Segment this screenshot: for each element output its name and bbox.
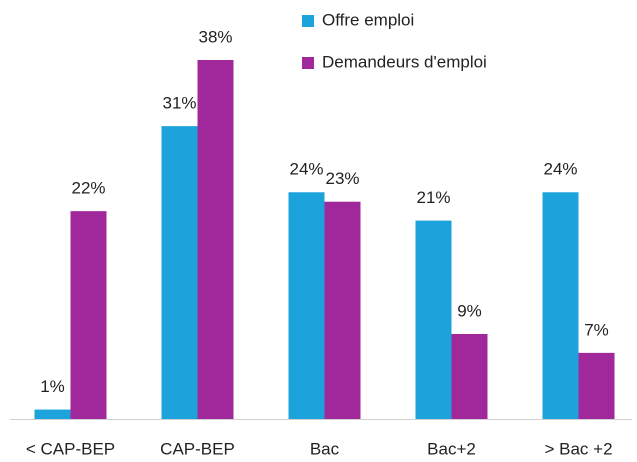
- data-label: 38%: [198, 27, 232, 46]
- data-label: 24%: [543, 160, 577, 179]
- bar: [288, 192, 325, 419]
- legend-swatch: [302, 57, 314, 69]
- bar: [161, 126, 198, 419]
- x-tick-label: < CAP-BEP: [26, 439, 115, 458]
- data-label: 24%: [289, 160, 323, 179]
- x-tick-label: Bac+2: [427, 439, 476, 458]
- bar: [197, 60, 234, 419]
- data-label: 23%: [325, 169, 359, 188]
- bar: [324, 201, 361, 419]
- legend-swatch: [302, 15, 314, 27]
- data-label: 22%: [71, 179, 105, 198]
- data-label: 31%: [162, 94, 196, 113]
- bar: [542, 192, 579, 419]
- x-tick-label: Bac: [310, 439, 340, 458]
- data-label: 1%: [40, 377, 65, 396]
- data-label: 9%: [457, 301, 482, 320]
- bar: [70, 211, 107, 419]
- bar: [451, 333, 488, 419]
- x-tick-label: > Bac +2: [544, 439, 612, 458]
- legend-label: Demandeurs d'emploi: [322, 52, 487, 71]
- data-label: 7%: [584, 320, 609, 339]
- bar: [578, 352, 615, 419]
- legend-label: Offre emploi: [322, 10, 414, 29]
- x-tick-label: CAP-BEP: [160, 439, 235, 458]
- bar: [415, 220, 452, 419]
- data-label: 21%: [416, 188, 450, 207]
- bar: [34, 409, 71, 419]
